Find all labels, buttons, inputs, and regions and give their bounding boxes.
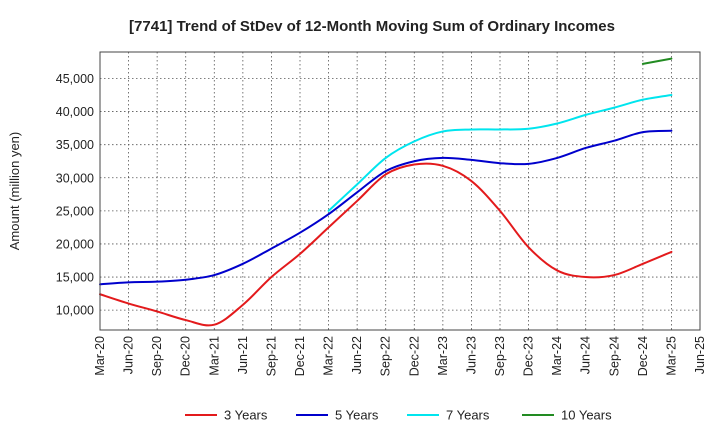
y-tick-label: 35,000 <box>56 138 94 152</box>
series-line-10-years <box>641 57 673 65</box>
x-tick-label: Mar-24 <box>550 336 564 376</box>
y-tick-label: 20,000 <box>56 237 94 251</box>
x-tick-label: Sep-20 <box>150 336 164 376</box>
x-tick-label: Mar-21 <box>207 336 221 376</box>
x-tick-label: Jun-20 <box>122 336 136 374</box>
x-tick-label: Jun-23 <box>464 336 478 374</box>
plot-area <box>100 52 700 330</box>
legend-label-7-years: 7 Years <box>446 408 490 423</box>
y-tick-label: 30,000 <box>56 171 94 185</box>
x-tick-label: Sep-24 <box>607 336 621 376</box>
x-tick-label: Sep-22 <box>379 336 393 376</box>
plot-frame <box>99 51 701 331</box>
series-layer <box>99 57 673 327</box>
x-tick-label: Dec-20 <box>179 336 193 376</box>
y-tick-label: 15,000 <box>56 271 94 285</box>
x-tick-label: Mar-23 <box>436 336 450 376</box>
legend-label-3-years: 3 Years <box>224 408 268 423</box>
x-tick-label: Jun-22 <box>350 336 364 374</box>
legend-label-5-years: 5 Years <box>335 408 379 423</box>
series-line-7-years <box>327 94 673 212</box>
x-tick-label: Dec-23 <box>522 336 536 376</box>
x-axis-ticks: Mar-20 Jun-20 Sep-20 Dec-20 Mar-21 Jun-21 Sep-… <box>93 336 707 376</box>
x-tick-label: Jun-25 <box>693 336 707 374</box>
series-line-3-years <box>99 162 673 327</box>
y-tick-label: 10,000 <box>56 304 94 318</box>
x-tick-label: Sep-21 <box>264 336 278 376</box>
x-tick-label: Jun-24 <box>579 336 593 374</box>
y-axis-label: Amount (million yen) <box>7 132 22 251</box>
x-tick-label: Mar-22 <box>322 336 336 376</box>
x-tick-label: Sep-23 <box>493 336 507 376</box>
x-tick-label: Jun-21 <box>236 336 250 374</box>
x-tick-label: Dec-22 <box>407 336 421 376</box>
y-tick-label: 45,000 <box>56 72 94 86</box>
x-tick-label: Dec-21 <box>293 336 307 376</box>
y-tick-label: 40,000 <box>56 105 94 119</box>
series-line-5-years <box>99 129 673 286</box>
y-tick-label: 25,000 <box>56 204 94 218</box>
x-tick-label: Mar-25 <box>664 336 678 376</box>
chart-title: [7741] Trend of StDev of 12-Month Moving… <box>129 18 615 35</box>
legend: 3 Years 5 Years 7 Years 10 Years <box>185 408 612 423</box>
y-axis-ticks: 10,000 15,000 20,000 25,000 30,000 35,000 40,0… <box>56 72 94 318</box>
x-tick-label: Mar-20 <box>93 336 107 376</box>
legend-label-10-years: 10 Years <box>561 408 612 423</box>
x-tick-label: Dec-24 <box>636 336 650 376</box>
